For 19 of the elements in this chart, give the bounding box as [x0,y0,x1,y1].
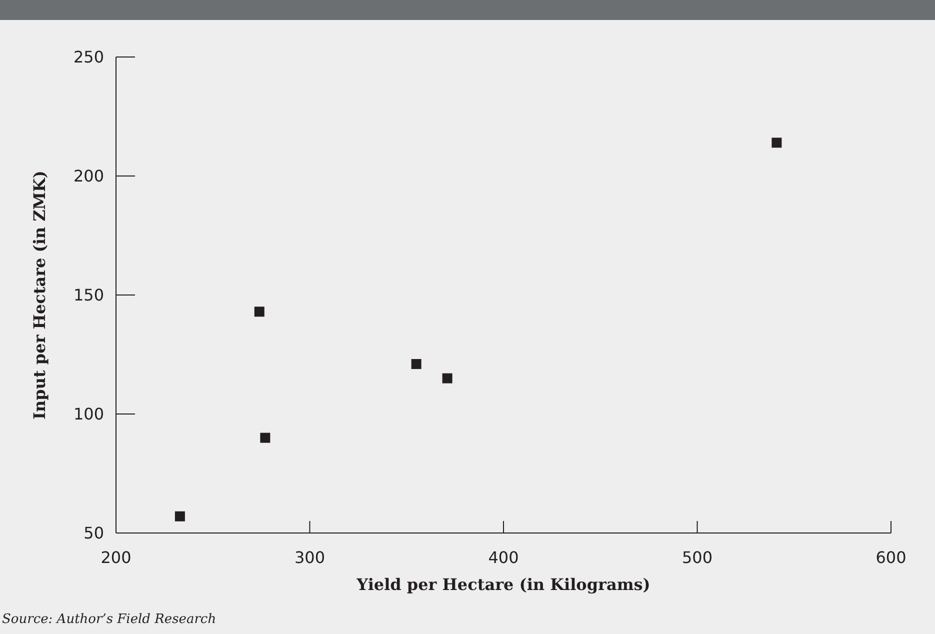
x-axis-title: Yield per Hectare (in Kilograms) [356,575,650,594]
y-axis-title: Input per Hectare (in ZMK) [30,170,49,420]
point [411,359,422,370]
x-tick-label: 300 [294,548,326,567]
point [174,511,185,522]
x-tick-label: 200 [100,548,132,567]
source-note: Source: Author’s Field Research [2,612,216,627]
point [254,306,264,317]
y-tick-label: 200 [73,166,104,186]
y-tick-label: 100 [73,404,104,424]
point [772,138,782,148]
point [442,373,452,384]
y-tick-label: 250 [73,48,104,67]
x-tick-label: 400 [488,548,519,567]
y-tick-label: 50 [84,524,104,543]
x-tick-label: 600 [876,548,906,567]
y-tick-label: 150 [73,286,104,305]
point [260,432,270,443]
x-tick-label: 500 [682,548,713,567]
